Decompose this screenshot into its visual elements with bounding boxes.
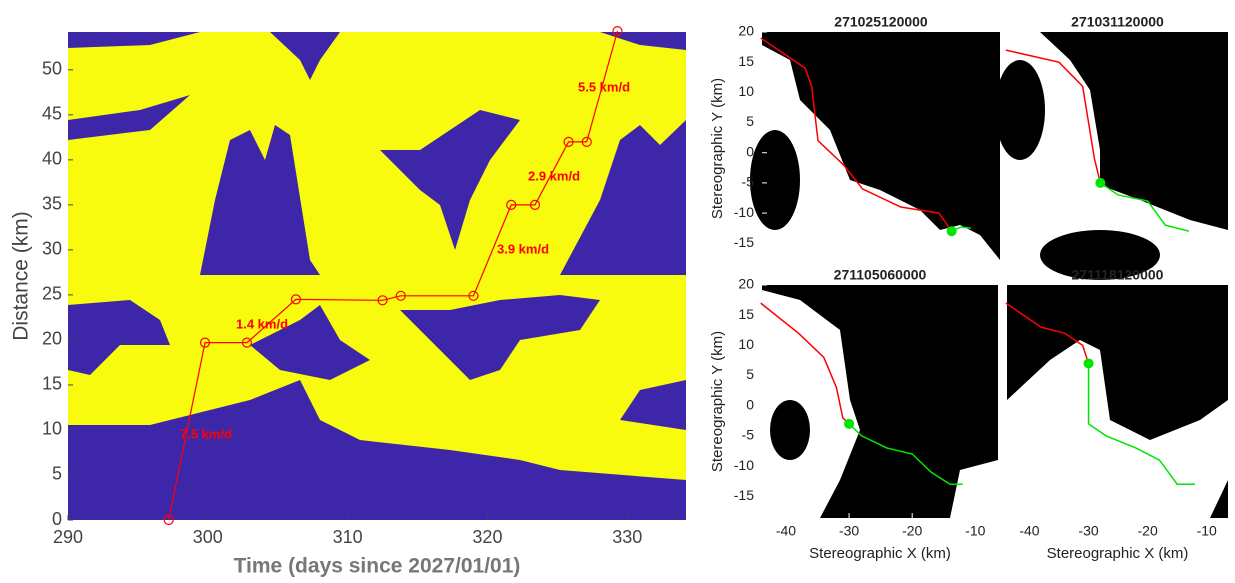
y-tick-label: 25 xyxy=(42,284,62,304)
x-axis-label: Stereographic X (km) xyxy=(809,545,951,562)
y-tick-label: -5 xyxy=(742,174,755,190)
point-marker xyxy=(581,136,592,147)
x-tick-label: 290 xyxy=(53,527,83,547)
y-tick-label: 20 xyxy=(42,329,62,349)
x-axis-label: Time (days since 2027/01/01) xyxy=(234,555,521,578)
y-axis-label: Stereographic Y (km) xyxy=(709,331,726,472)
y-tick-label: 35 xyxy=(42,194,62,214)
x-tick-label: -20 xyxy=(902,523,922,539)
y-tick-label: 0 xyxy=(746,396,754,412)
point-marker xyxy=(563,136,574,147)
series-line xyxy=(1005,302,1090,364)
series-line xyxy=(1087,363,1195,485)
point-marker xyxy=(529,199,541,210)
rate-annotation: 2.9 km/d xyxy=(528,168,580,183)
point-marker xyxy=(506,199,517,210)
x-tick-label: -10 xyxy=(965,523,985,539)
y-axis-label: Stereographic Y (km) xyxy=(709,78,726,219)
y-tick-label: -10 xyxy=(734,457,754,473)
y-tick-label: -15 xyxy=(734,234,754,250)
heatmap xyxy=(68,32,686,520)
x-tick-label: -20 xyxy=(1138,523,1158,539)
position-marker xyxy=(1083,358,1094,369)
series-line xyxy=(1099,182,1190,232)
y-tick-label: -5 xyxy=(742,427,755,443)
panel-title: 271105060000 xyxy=(834,267,927,283)
series-line xyxy=(168,30,619,521)
x-tick-label: 300 xyxy=(193,527,223,547)
y-tick-label: 15 xyxy=(738,306,754,322)
rate-annotation: 7.5 km/d xyxy=(180,426,232,441)
series-line xyxy=(760,302,850,425)
series-line xyxy=(848,423,963,485)
y-tick-label: 50 xyxy=(42,59,62,79)
position-marker xyxy=(844,418,855,429)
y-tick-label: 20 xyxy=(738,276,754,292)
y-tick-label: 30 xyxy=(42,239,62,259)
y-tick-label: 20 xyxy=(738,23,754,39)
x-tick-label: 330 xyxy=(612,527,642,547)
rate-annotation: 1.4 km/d xyxy=(236,316,288,331)
panel-title: 271118120000 xyxy=(1072,267,1164,283)
y-tick-label: 0 xyxy=(52,509,62,529)
x-tick-label: -10 xyxy=(1197,523,1217,539)
x-tick-label: -30 xyxy=(839,523,859,539)
panel-images xyxy=(750,32,1228,518)
x-tick-label: -30 xyxy=(1078,523,1098,539)
point-marker xyxy=(612,25,623,37)
point-marker xyxy=(468,290,479,301)
point-marker xyxy=(377,295,388,306)
y-axis-label: Distance (km) xyxy=(10,211,33,341)
y-tick-label: -10 xyxy=(734,204,754,220)
panel-title: 271025120000 xyxy=(834,14,928,30)
y-tick-label: 15 xyxy=(42,374,62,394)
panel-title: 271031120000 xyxy=(1071,14,1164,30)
y-tick-label: 5 xyxy=(746,113,754,129)
y-tick-label: 5 xyxy=(746,366,754,382)
series-line xyxy=(760,37,953,232)
x-tick-label: 320 xyxy=(472,527,502,547)
point-marker xyxy=(395,290,406,301)
x-tick-label: 310 xyxy=(333,527,363,547)
position-marker xyxy=(946,226,957,237)
point-marker xyxy=(241,337,253,348)
y-tick-label: 10 xyxy=(738,83,754,99)
y-tick-label: -15 xyxy=(734,487,754,503)
y-tick-label: 40 xyxy=(42,149,62,169)
rate-annotation: 5.5 km/d xyxy=(578,79,630,94)
x-axis-label: Stereographic X (km) xyxy=(1047,545,1189,562)
y-tick-label: 10 xyxy=(738,336,754,352)
y-tick-label: 15 xyxy=(738,53,754,69)
series-line xyxy=(1005,49,1102,184)
rate-annotation: 3.9 km/d xyxy=(497,241,549,256)
position-marker xyxy=(1095,177,1106,188)
point-marker xyxy=(163,514,174,526)
y-tick-label: 0 xyxy=(746,143,754,159)
point-marker xyxy=(290,294,302,305)
x-tick-label: -40 xyxy=(776,523,796,539)
y-tick-label: 5 xyxy=(52,464,62,484)
point-marker xyxy=(199,337,211,348)
y-tick-label: 10 xyxy=(42,419,62,439)
x-tick-label: -40 xyxy=(1019,523,1039,539)
y-tick-label: 45 xyxy=(42,104,62,124)
